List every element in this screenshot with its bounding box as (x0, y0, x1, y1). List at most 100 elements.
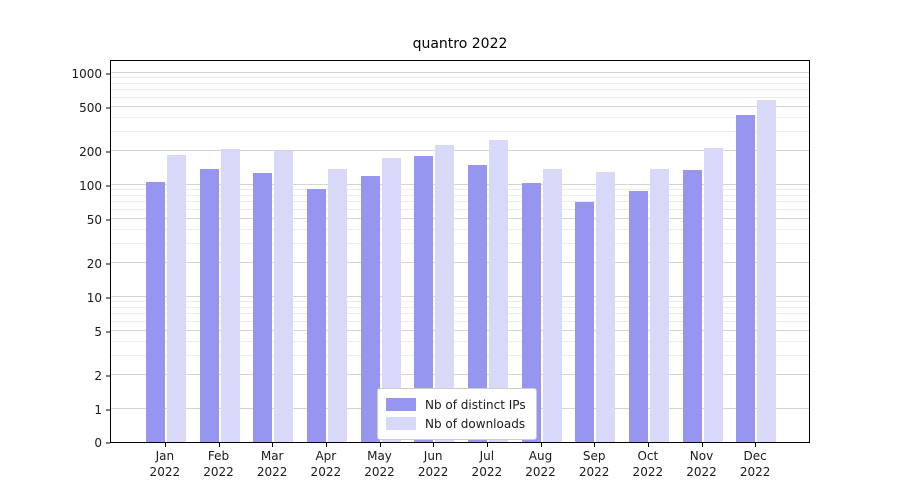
x-tick-year: 2022 (364, 464, 395, 479)
x-tick-mark (755, 443, 757, 447)
y-tick-label: 0 (94, 436, 102, 450)
x-tick-month: Apr (315, 449, 337, 463)
x-tick-year: 2022 (739, 464, 771, 479)
minor-gridline (111, 82, 809, 84)
legend-swatch-distinct-ips (386, 398, 416, 411)
bar-distinct-ips (360, 176, 380, 442)
bar-downloads (542, 168, 562, 442)
y-tick-mark (106, 409, 110, 411)
y-tick-mark (106, 73, 110, 75)
x-tick-mark (486, 443, 488, 447)
minor-gridline (111, 306, 809, 308)
y-tick-label: 10 (86, 291, 102, 305)
y-tick-mark (106, 263, 110, 265)
major-gridline (111, 262, 809, 264)
y-tick-mark (106, 107, 110, 109)
legend-swatch-downloads (386, 417, 416, 430)
minor-gridline (111, 116, 809, 118)
y-tick-label: 1000 (71, 67, 102, 81)
y-tick-label: 500 (79, 100, 102, 115)
x-tick-mark (272, 443, 274, 447)
x-tick-month: Nov (689, 449, 714, 463)
y-tick-mark (106, 442, 110, 444)
x-tick-month: Sep (582, 449, 606, 463)
bar-distinct-ips (521, 182, 541, 442)
x-tick-label: Oct 2022 (633, 449, 664, 481)
bar-distinct-ips (467, 165, 487, 442)
x-tick-label: Mar 2022 (257, 449, 288, 481)
bar-distinct-ips (145, 181, 165, 442)
bar-distinct-ips (682, 170, 702, 442)
bar-downloads (703, 147, 723, 442)
x-tick-mark (701, 443, 703, 447)
y-tick-label: 5 (94, 324, 102, 339)
x-tick-label: Dec 2022 (740, 449, 771, 481)
x-tick-year: 2022 (149, 464, 181, 479)
x-tick-month: Jun (423, 449, 443, 463)
x-tick-year: 2022 (686, 464, 717, 479)
bar-distinct-ips (414, 155, 434, 442)
y-tick-label: 200 (79, 145, 102, 160)
x-tick-mark (218, 443, 220, 447)
bar-downloads (435, 144, 455, 442)
x-tick-month: Aug (528, 449, 553, 463)
legend: Nb of distinct IPs Nb of downloads (377, 388, 537, 440)
bar-distinct-ips (253, 173, 273, 442)
x-tick-mark (325, 443, 327, 447)
major-gridline (111, 217, 809, 219)
x-tick-month: Oct (637, 449, 659, 463)
minor-gridline (111, 228, 809, 230)
x-tick-year: 2022 (310, 464, 342, 479)
bar-downloads (327, 168, 347, 442)
x-tick-label: Aug 2022 (525, 449, 556, 481)
x-tick-year: 2022 (525, 464, 556, 479)
x-tick-label: Jul 2022 (472, 449, 503, 481)
minor-gridline (111, 89, 809, 91)
x-tick-year: 2022 (471, 464, 503, 479)
minor-gridline (111, 77, 809, 79)
y-tick-label: 50 (86, 212, 102, 227)
plot-area (110, 60, 810, 443)
y-tick-label: 20 (86, 257, 102, 272)
bar-downloads (274, 151, 294, 442)
y-tick-label: 100 (79, 179, 102, 193)
y-tick-mark (106, 297, 110, 299)
y-tick-label: 1 (94, 403, 102, 417)
major-gridline (111, 296, 809, 297)
x-tick-mark (540, 443, 542, 447)
x-tick-label: Jun 2022 (418, 449, 449, 481)
legend-label: Nb of downloads (425, 416, 526, 431)
legend-item-distinct-ips: Nb of distinct IPs (386, 395, 526, 414)
major-gridline (111, 184, 809, 185)
x-tick-month: Feb (207, 449, 230, 463)
x-tick-year: 2022 (203, 464, 234, 479)
minor-gridline (111, 242, 809, 244)
minor-gridline (111, 301, 809, 303)
minor-gridline (111, 130, 809, 132)
x-tick-year: 2022 (578, 464, 610, 479)
bar-distinct-ips (628, 191, 648, 442)
y-tick-mark (106, 375, 110, 377)
bar-downloads (166, 155, 186, 442)
x-tick-label: Sep 2022 (579, 449, 610, 481)
major-gridline (111, 329, 809, 331)
bar-downloads (488, 140, 508, 442)
x-tick-mark (379, 443, 381, 447)
minor-gridline (111, 189, 809, 191)
minor-gridline (111, 96, 809, 98)
y-tick-label: 2 (94, 369, 102, 384)
x-tick-mark (647, 443, 649, 447)
x-tick-year: 2022 (256, 464, 288, 479)
x-tick-label: Jan 2022 (150, 449, 181, 481)
minor-gridline (111, 354, 809, 356)
bar-downloads (220, 148, 240, 442)
legend-item-downloads: Nb of downloads (386, 414, 526, 433)
chart-title: quantro 2022 (412, 36, 508, 52)
x-tick-month: Jan (155, 449, 175, 463)
y-tick-mark (106, 151, 110, 153)
legend-label: Nb of distinct IPs (425, 397, 526, 412)
bar-distinct-ips (736, 115, 756, 442)
x-tick-mark (433, 443, 435, 447)
minor-gridline (111, 201, 809, 203)
